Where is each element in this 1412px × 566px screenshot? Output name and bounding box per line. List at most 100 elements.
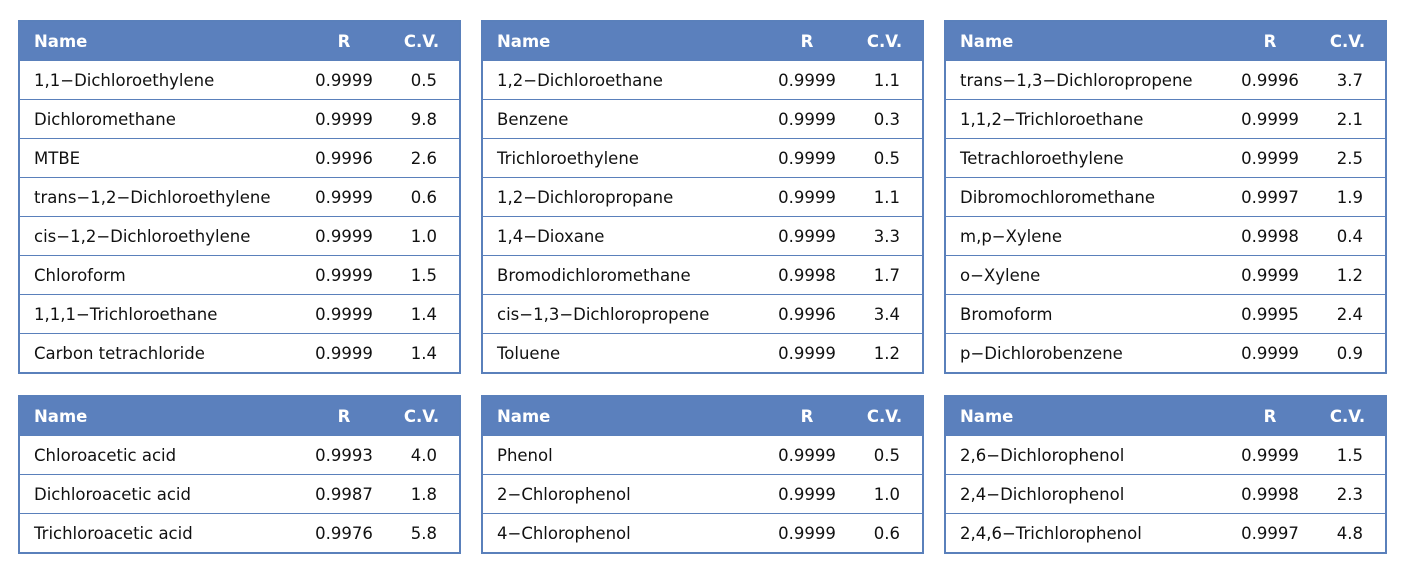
table-cell: 1.0 bbox=[847, 474, 923, 514]
table-cell: 1,1,2−Trichloroethane bbox=[945, 99, 1230, 139]
table-row: 1,1,1−Trichloroethane 0.9999 1.4 bbox=[19, 294, 460, 334]
table-row: Dichloroacetic acid 0.9987 1.8 bbox=[19, 474, 460, 514]
table-cell: 3.3 bbox=[847, 216, 923, 256]
table-cell: trans−1,2−Dichloroethylene bbox=[19, 177, 304, 217]
table-cell: o−Xylene bbox=[945, 255, 1230, 295]
table-cell: 0.9999 bbox=[304, 177, 384, 217]
table-cell: Benzene bbox=[482, 99, 767, 139]
table-cell: 2.3 bbox=[1310, 474, 1386, 514]
table-cell: 2.6 bbox=[384, 138, 460, 178]
header-cell: R bbox=[1230, 21, 1310, 61]
table-row: 2,4−Dichlorophenol 0.9998 2.3 bbox=[945, 474, 1386, 514]
table-cell: 1,2−Dichloroethane bbox=[482, 60, 767, 100]
header-row: Name R C.V. bbox=[945, 396, 1386, 436]
data-table: Name R C.V. 1,2−Dichloroethane 0.9999 1.1 Benz… bbox=[481, 20, 924, 374]
table-cell: trans−1,3−Dichloropropene bbox=[945, 60, 1230, 100]
data-table: Name R C.V. Phenol 0.9999 0.5 2−Chlorophenol 0.… bbox=[481, 395, 924, 554]
table-cell: 0.9999 bbox=[304, 255, 384, 295]
table-cell: 0.9999 bbox=[767, 177, 847, 217]
table-row: 1,2−Dichloroethane 0.9999 1.1 bbox=[482, 60, 923, 100]
table-cell: 2,4,6−Trichlorophenol bbox=[945, 513, 1230, 553]
table-cell: Trichloroethylene bbox=[482, 138, 767, 178]
table-cell: 0.9999 bbox=[767, 435, 847, 475]
data-table: Name R C.V. 2,6−Dichlorophenol 0.9999 1.5 2,4−… bbox=[944, 395, 1387, 554]
table-row: Benzene 0.9999 0.3 bbox=[482, 99, 923, 139]
table-cell: 0.9999 bbox=[304, 99, 384, 139]
table-cell: 4.8 bbox=[1310, 513, 1386, 553]
header-row: Name R C.V. bbox=[19, 396, 460, 436]
table-cell: 1.2 bbox=[847, 333, 923, 373]
table-row: 4−Chlorophenol 0.9999 0.6 bbox=[482, 513, 923, 553]
table-cell: Dichloromethane bbox=[19, 99, 304, 139]
header-cell: C.V. bbox=[384, 396, 460, 436]
table-cell: 1.5 bbox=[384, 255, 460, 295]
data-table: Name R C.V. Chloroacetic acid 0.9993 4.0 Dichl… bbox=[18, 395, 461, 554]
header-cell: R bbox=[767, 396, 847, 436]
header-cell: C.V. bbox=[847, 21, 923, 61]
header-cell: Name bbox=[19, 396, 304, 436]
table-cell: 2.5 bbox=[1310, 138, 1386, 178]
table-cell: 0.9993 bbox=[304, 435, 384, 475]
table-cell: Tetrachloroethylene bbox=[945, 138, 1230, 178]
table-cell: cis−1,2−Dichloroethylene bbox=[19, 216, 304, 256]
table-cell: MTBE bbox=[19, 138, 304, 178]
table-cell: 0.9996 bbox=[1230, 60, 1310, 100]
table-cell: 0.5 bbox=[384, 60, 460, 100]
table-row: Phenol 0.9999 0.5 bbox=[482, 435, 923, 475]
table-cell: Carbon tetrachloride bbox=[19, 333, 304, 373]
table-row: cis−1,2−Dichloroethylene 0.9999 1.0 bbox=[19, 216, 460, 256]
table-row: o−Xylene 0.9999 1.2 bbox=[945, 255, 1386, 295]
table-cell: 0.9999 bbox=[304, 333, 384, 373]
table-cell: 2.4 bbox=[1310, 294, 1386, 334]
table-row: trans−1,3−Dichloropropene 0.9996 3.7 bbox=[945, 60, 1386, 100]
table-cell: p−Dichlorobenzene bbox=[945, 333, 1230, 373]
table-row: 1,2−Dichloropropane 0.9999 1.1 bbox=[482, 177, 923, 217]
header-cell: R bbox=[767, 21, 847, 61]
table-cell: 0.9997 bbox=[1230, 177, 1310, 217]
table-cell: 3.7 bbox=[1310, 60, 1386, 100]
table-cell: 0.9999 bbox=[1230, 99, 1310, 139]
table-cell: 1,4−Dioxane bbox=[482, 216, 767, 256]
table-cell: 0.3 bbox=[847, 99, 923, 139]
table-cell: 1,1−Dichloroethylene bbox=[19, 60, 304, 100]
header-cell: C.V. bbox=[847, 396, 923, 436]
table-cell: 0.6 bbox=[847, 513, 923, 553]
table-cell: Bromodichloromethane bbox=[482, 255, 767, 295]
table-row: 2,4,6−Trichlorophenol 0.9997 4.8 bbox=[945, 513, 1386, 553]
table-cell: Bromoform bbox=[945, 294, 1230, 334]
table-cell: 0.9998 bbox=[1230, 474, 1310, 514]
table-cell: 0.9999 bbox=[767, 99, 847, 139]
table-cell: 1,2−Dichloropropane bbox=[482, 177, 767, 217]
table-cell: 0.9999 bbox=[767, 333, 847, 373]
table-cell: 2−Chlorophenol bbox=[482, 474, 767, 514]
table-cell: 0.9998 bbox=[767, 255, 847, 295]
table-cell: Dichloroacetic acid bbox=[19, 474, 304, 514]
table-cell: 0.4 bbox=[1310, 216, 1386, 256]
table-row: Carbon tetrachloride 0.9999 1.4 bbox=[19, 333, 460, 373]
table-cell: 4.0 bbox=[384, 435, 460, 475]
table-cell: 3.4 bbox=[847, 294, 923, 334]
table-cell: 0.9999 bbox=[1230, 255, 1310, 295]
table-row: 1,1−Dichloroethylene 0.9999 0.5 bbox=[19, 60, 460, 100]
table-cell: m,p−Xylene bbox=[945, 216, 1230, 256]
table-cell: 0.5 bbox=[847, 435, 923, 475]
table-row: 1,1,2−Trichloroethane 0.9999 2.1 bbox=[945, 99, 1386, 139]
table-cell: 0.9995 bbox=[1230, 294, 1310, 334]
table-cell: Dibromochloromethane bbox=[945, 177, 1230, 217]
table-cell: 0.9976 bbox=[304, 513, 384, 553]
table-cell: Chloroform bbox=[19, 255, 304, 295]
table-cell: 1,1,1−Trichloroethane bbox=[19, 294, 304, 334]
header-row: Name R C.V. bbox=[482, 21, 923, 61]
header-cell: Name bbox=[945, 396, 1230, 436]
table-row: Toluene 0.9999 1.2 bbox=[482, 333, 923, 373]
header-cell: Name bbox=[482, 396, 767, 436]
table-cell: 4−Chlorophenol bbox=[482, 513, 767, 553]
table-row: 2−Chlorophenol 0.9999 1.0 bbox=[482, 474, 923, 514]
table-cell: 0.9996 bbox=[767, 294, 847, 334]
table-cell: 1.9 bbox=[1310, 177, 1386, 217]
header-cell: C.V. bbox=[384, 21, 460, 61]
table-cell: 0.6 bbox=[384, 177, 460, 217]
table-cell: Phenol bbox=[482, 435, 767, 475]
table-row: Bromoform 0.9995 2.4 bbox=[945, 294, 1386, 334]
header-row: Name R C.V. bbox=[482, 396, 923, 436]
